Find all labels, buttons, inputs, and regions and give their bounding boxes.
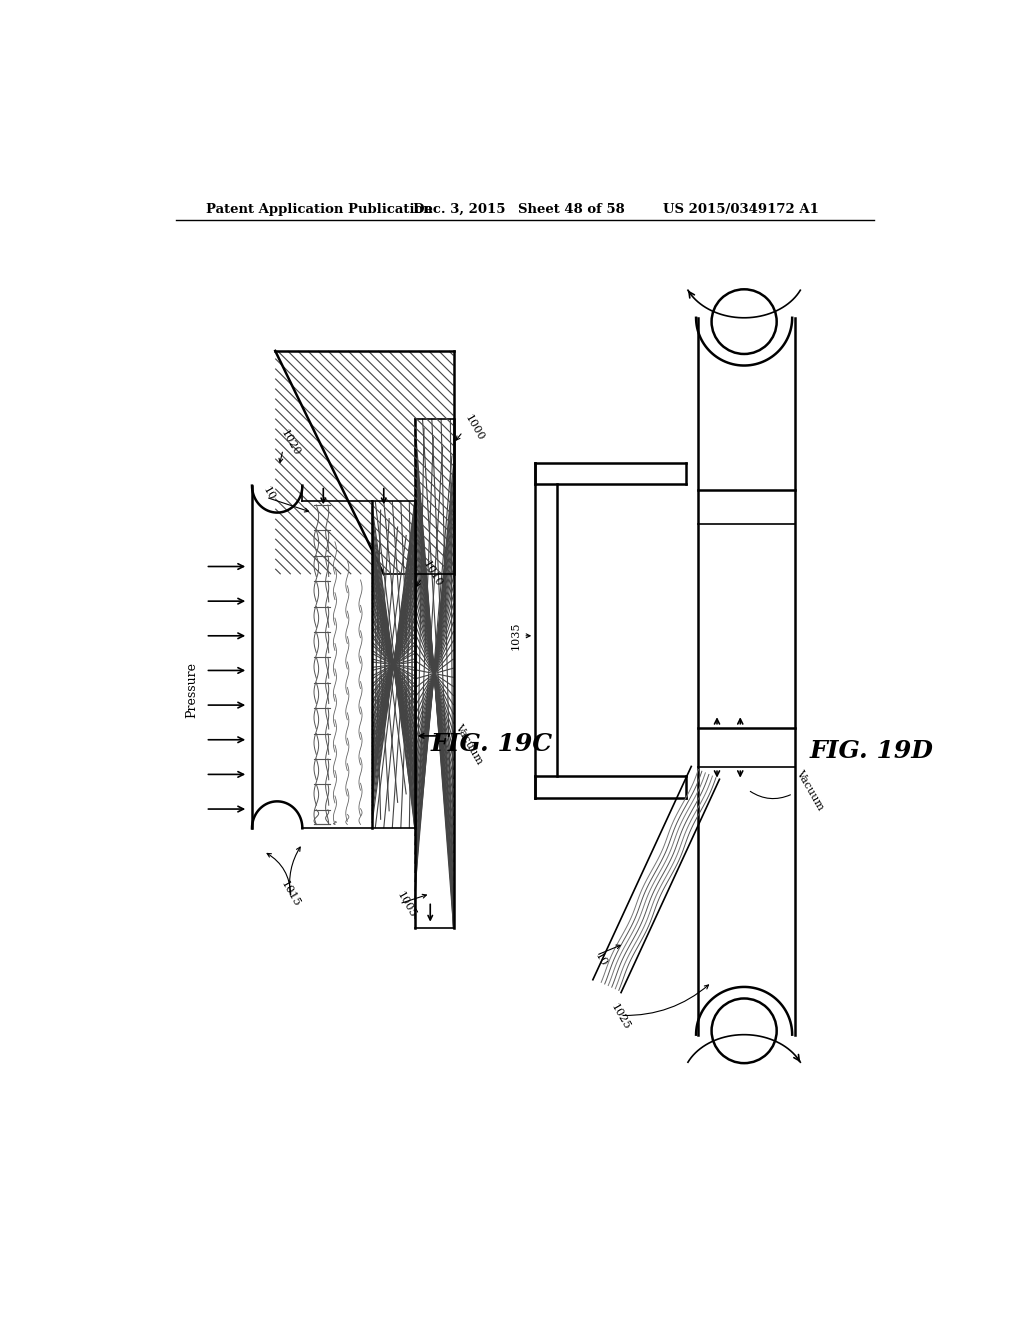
Text: US 2015/0349172 A1: US 2015/0349172 A1 — [663, 203, 818, 215]
Text: 1010: 1010 — [421, 560, 443, 589]
Text: 1005: 1005 — [395, 891, 418, 920]
Text: 1020: 1020 — [280, 429, 302, 458]
Text: FIG. 19D: FIG. 19D — [810, 739, 934, 763]
Text: 10: 10 — [261, 484, 278, 502]
Text: FIG. 19C: FIG. 19C — [430, 731, 552, 755]
Text: 1015: 1015 — [280, 879, 302, 908]
Text: 10: 10 — [593, 950, 609, 968]
Text: Vacuum: Vacuum — [454, 722, 484, 766]
Text: Dec. 3, 2015: Dec. 3, 2015 — [414, 203, 506, 215]
Text: 1025: 1025 — [608, 1002, 632, 1032]
Text: Patent Application Publication: Patent Application Publication — [206, 203, 432, 215]
Text: Vacuum: Vacuum — [795, 768, 825, 812]
Text: 1000: 1000 — [463, 413, 485, 442]
Text: Pressure: Pressure — [185, 661, 198, 718]
Text: Sheet 48 of 58: Sheet 48 of 58 — [518, 203, 625, 215]
Text: 1035: 1035 — [511, 622, 520, 649]
